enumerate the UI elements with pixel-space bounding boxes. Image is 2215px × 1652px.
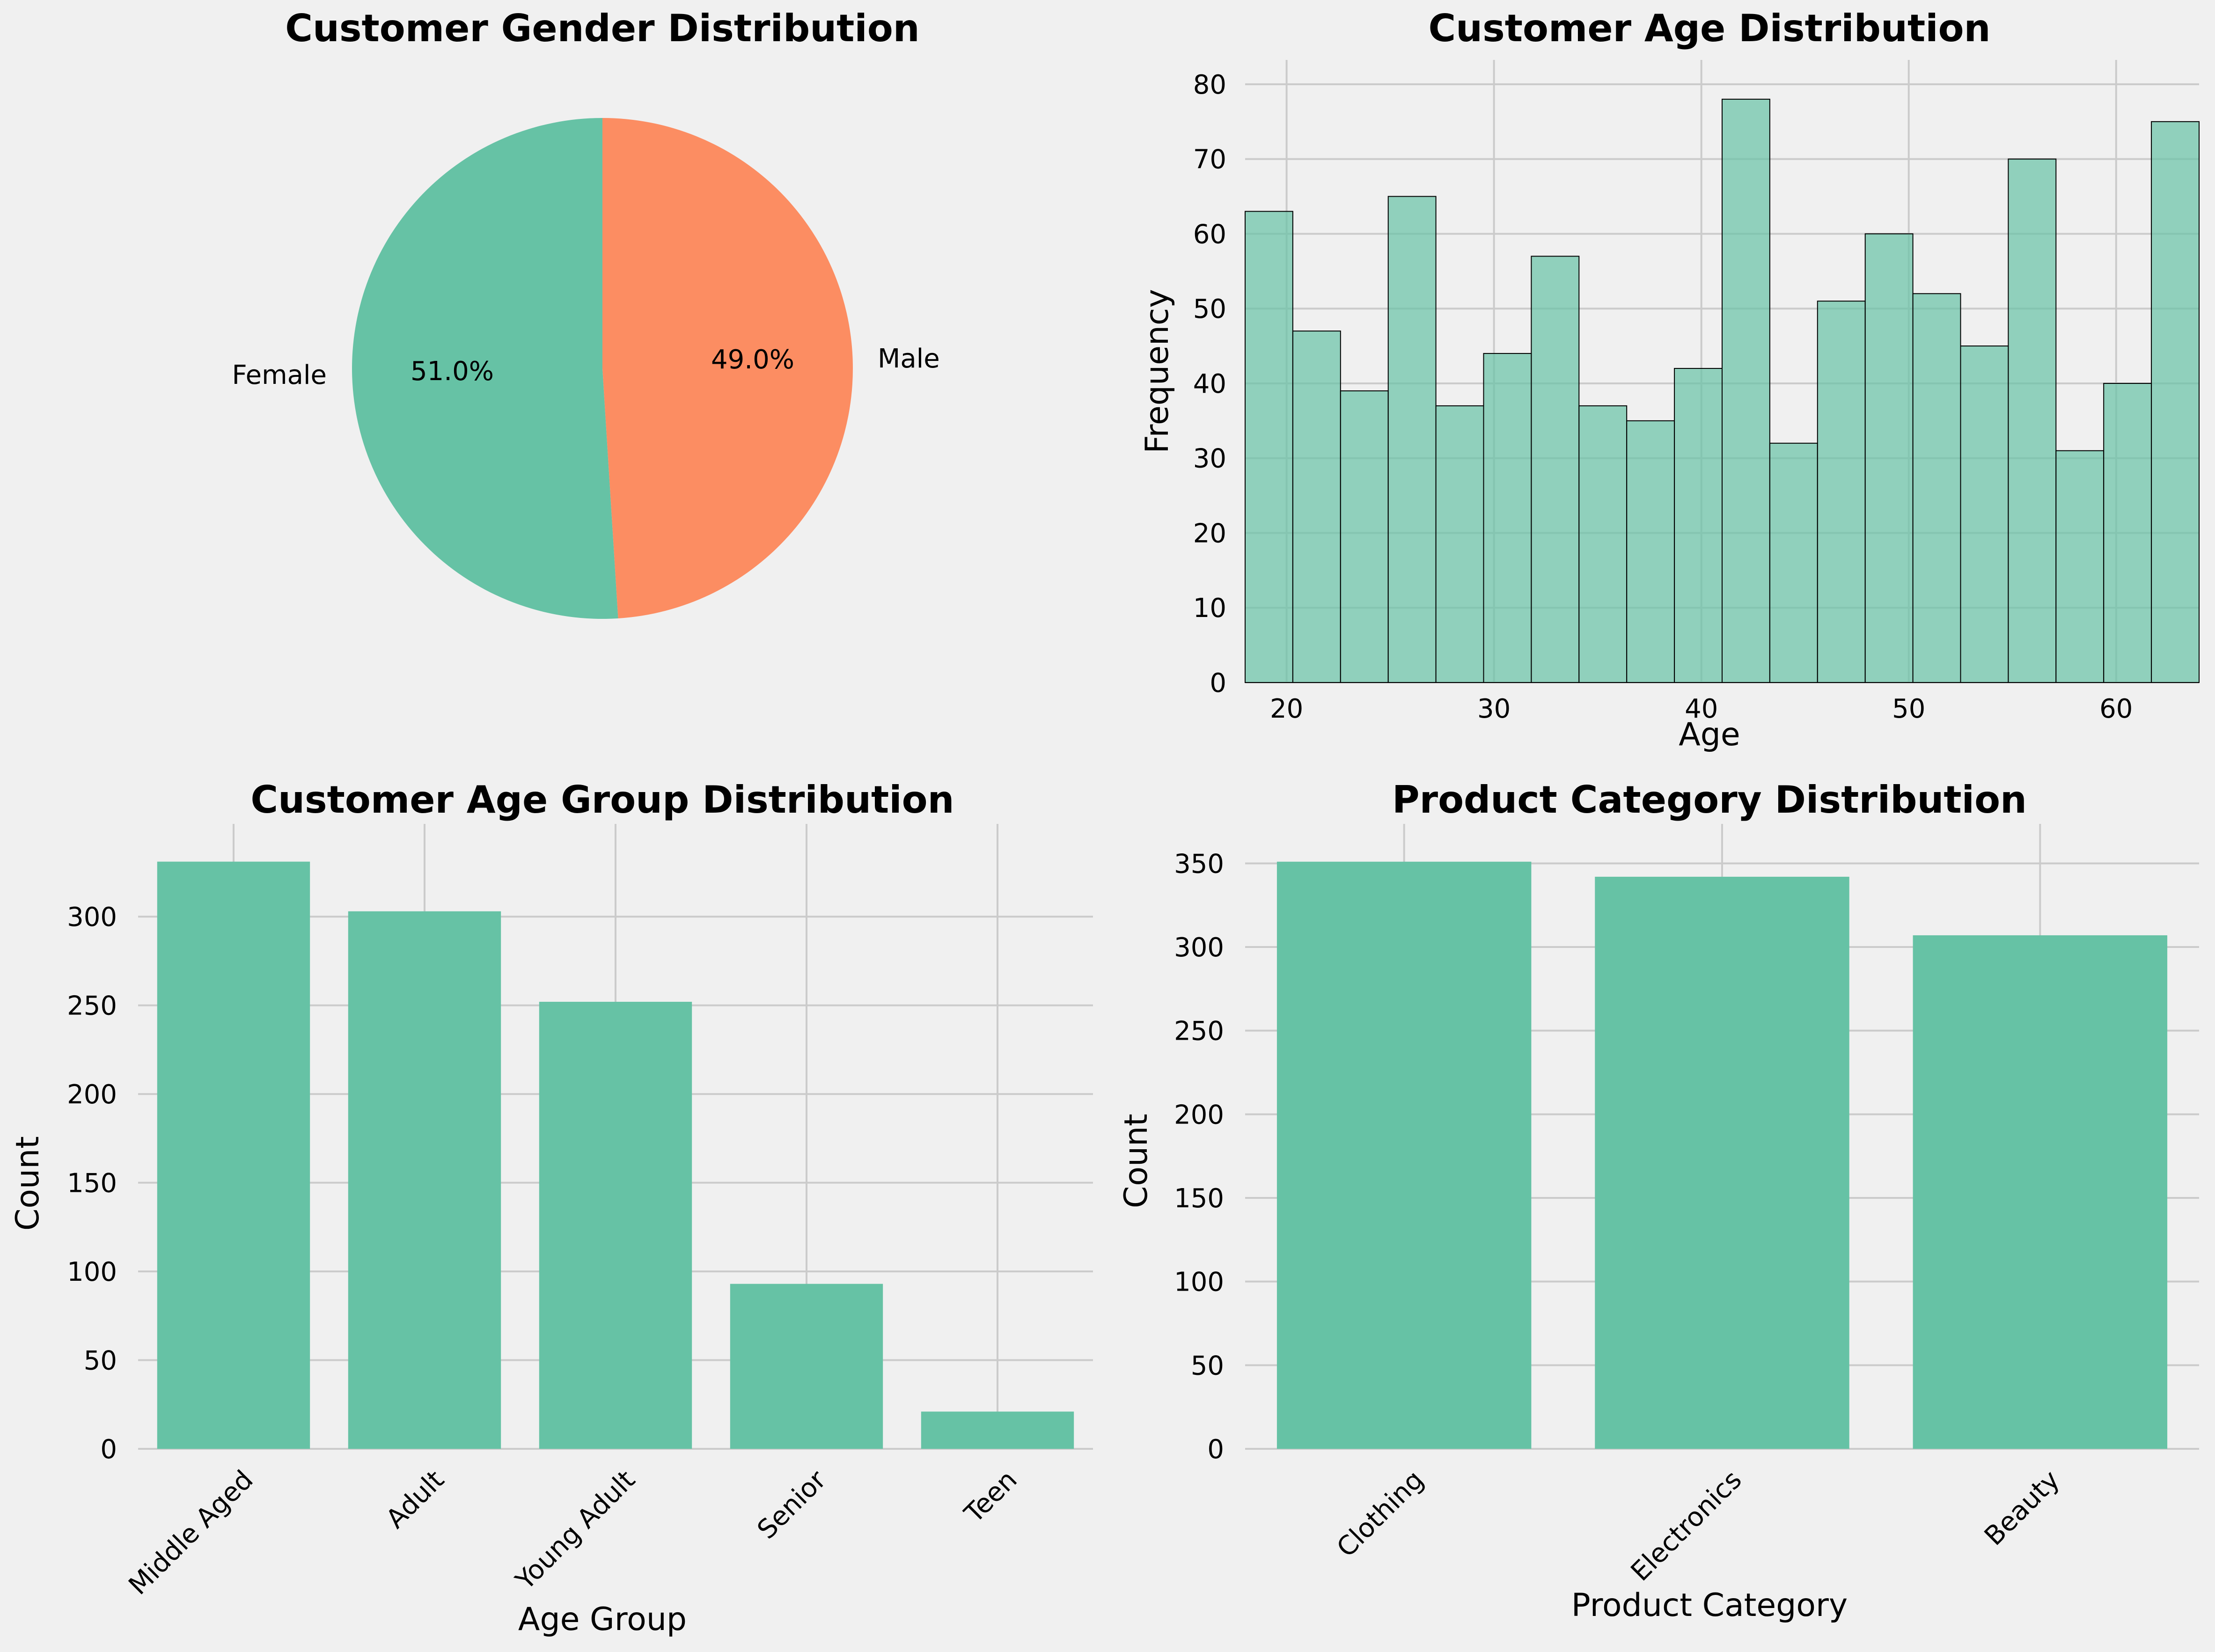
x-tick-label: 20 xyxy=(1270,694,1303,724)
histogram-bar xyxy=(1626,420,1675,683)
gender-pie-title: Customer Gender Distribution xyxy=(285,7,919,50)
y-tick-label: 300 xyxy=(67,902,117,932)
age-group-title: Customer Age Group Distribution xyxy=(250,778,954,822)
histogram-bar xyxy=(1435,405,1484,683)
y-tick-label: 100 xyxy=(67,1257,117,1287)
product-category-panel: Product Category Distribution 0 50 100 150 2… xyxy=(1118,778,2199,1624)
age-histogram-title: Customer Age Distribution xyxy=(1428,7,1990,50)
y-tick-label: 50 xyxy=(1193,294,1226,324)
y-tick-label: 200 xyxy=(1174,1100,1224,1130)
y-tick-label: 40 xyxy=(1193,369,1226,399)
y-tick-label: 200 xyxy=(67,1079,117,1110)
product-category-bars xyxy=(1276,861,2168,1449)
histogram-bar xyxy=(1960,345,2009,683)
age-group-ylabel: Count xyxy=(9,1136,46,1231)
pie-pct-female: 51.0% xyxy=(411,356,494,387)
y-tick-label: 0 xyxy=(1210,668,1226,698)
bar-middle-aged xyxy=(157,861,310,1449)
bar-beauty xyxy=(1913,935,2168,1449)
histogram-bar xyxy=(1864,233,1914,683)
gender-pie-panel: Customer Gender Distribution Female Male… xyxy=(232,7,940,619)
product-category-ylabel: Count xyxy=(1118,1114,1155,1208)
histogram-bar xyxy=(1817,301,1866,683)
histogram-bar xyxy=(1340,390,1389,683)
y-tick-label: 80 xyxy=(1193,70,1226,100)
pie-label-male: Male xyxy=(878,344,940,374)
x-tick-label: 30 xyxy=(1477,694,1511,724)
age-group-xlabel: Age Group xyxy=(518,1601,687,1638)
y-tick-label: 50 xyxy=(1191,1351,1224,1381)
y-tick-label: 300 xyxy=(1174,932,1224,963)
age-group-bars xyxy=(157,861,1074,1449)
histogram-bar xyxy=(1722,98,1770,683)
y-tick-label: 60 xyxy=(1193,219,1226,250)
histogram-bar xyxy=(1292,330,1341,683)
y-tick-label: 0 xyxy=(100,1434,117,1465)
y-tick-label: 0 xyxy=(1207,1434,1224,1465)
bar-electronics xyxy=(1595,876,1849,1449)
histogram-bar xyxy=(2008,158,2057,683)
y-tick-label: 350 xyxy=(1174,849,1224,879)
y-tick-label: 150 xyxy=(67,1168,117,1199)
histogram-bar xyxy=(2151,121,2200,683)
age-histogram-xlabel: Age xyxy=(1679,716,1740,753)
y-tick-label: 100 xyxy=(1174,1267,1224,1298)
age-histogram-ylabel: Frequency xyxy=(1139,289,1176,453)
y-tick-label: 250 xyxy=(1174,1016,1224,1047)
bar-teen xyxy=(921,1411,1074,1449)
product-category-xlabel: Product Category xyxy=(1571,1587,1848,1624)
histogram-bar xyxy=(1769,442,1818,683)
y-tick-label: 20 xyxy=(1193,518,1226,549)
bar-senior xyxy=(730,1284,883,1449)
histogram-bar xyxy=(1578,405,1628,683)
histogram-bar xyxy=(1387,196,1437,683)
x-tick-label: 60 xyxy=(2099,694,2133,724)
product-category-title: Product Category Distribution xyxy=(1392,778,2027,822)
y-tick-label: 30 xyxy=(1193,444,1226,474)
y-tick-label: 150 xyxy=(1174,1183,1224,1214)
histogram-bar xyxy=(2103,382,2152,683)
x-tick-label: 50 xyxy=(1892,694,1925,724)
y-tick-label: 10 xyxy=(1193,593,1226,624)
histogram-bar xyxy=(1245,211,1293,683)
x-tick-label: 40 xyxy=(1685,694,1718,724)
pie-slice-female xyxy=(352,118,618,619)
bar-adult xyxy=(348,911,501,1449)
bar-young-adult xyxy=(539,1002,692,1449)
histogram-bar xyxy=(1912,293,1961,683)
age-histogram-bars xyxy=(1245,98,2200,683)
histogram-bar xyxy=(1483,353,1532,683)
bar-clothing xyxy=(1276,861,1532,1449)
y-tick-label: 250 xyxy=(67,991,117,1021)
histogram-bar xyxy=(1531,256,1580,683)
age-histogram-panel: Customer Age Distribution 0 10 20 30 40 50 60 7… xyxy=(1139,7,2200,753)
y-tick-label: 70 xyxy=(1193,145,1226,175)
pie-slice-male xyxy=(602,118,853,618)
gender-pie-slices xyxy=(352,118,853,619)
pie-pct-male: 49.0% xyxy=(711,345,794,375)
pie-label-female: Female xyxy=(232,360,327,390)
age-histogram-ticks: 0 10 20 30 40 50 60 70 80 20 30 40 50 60 xyxy=(1193,70,2133,724)
histogram-bar xyxy=(1674,368,1723,683)
y-tick-label: 50 xyxy=(84,1346,117,1376)
histogram-bar xyxy=(2055,450,2105,683)
